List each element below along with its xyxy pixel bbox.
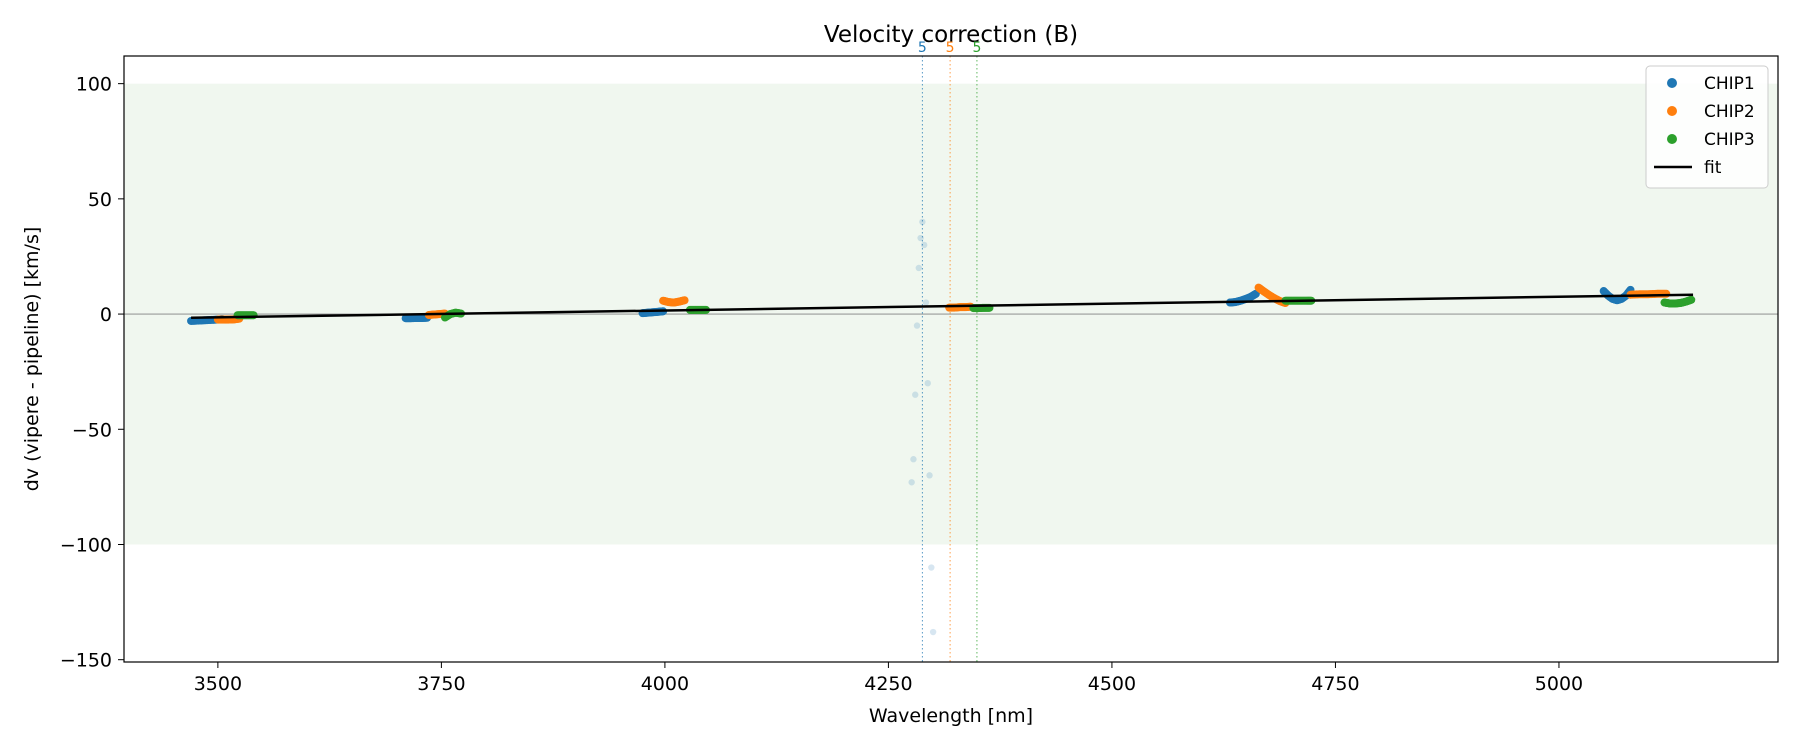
vline-label-2: 5 [972,40,981,56]
plot-area: 5 5 5 3500 3750 4000 4250 4500 4750 5000 −150 −100 −… [60,40,1779,695]
faint-point-chip1-4 [915,264,923,272]
faint-point-chip1-1 [910,456,917,463]
axes-frame [123,55,1779,663]
legend-label-chip3: CHIP3 [1704,130,1755,150]
vline-label-1: 5 [946,40,955,56]
data-point [1687,295,1696,304]
x-tick-label-5: 4750 [1311,673,1359,695]
y-axis-title: dv (vipere - pipeline) [km/s] [21,227,43,492]
x-tick-label-1: 3750 [417,673,465,695]
x-tick-label-4: 4500 [1088,673,1136,695]
vline-label-0: 5 [918,40,927,56]
y-tick-label-5: 100 [76,74,112,96]
faint-point-chip1-6 [919,218,926,226]
legend-marker-chip2 [1667,106,1677,116]
segment-chip1-1 [401,313,432,323]
y-tick-label-0: −150 [60,650,112,672]
legend-label-chip2: CHIP2 [1704,102,1755,122]
y-tick-label-1: −100 [60,534,112,556]
legend-box [1645,65,1769,189]
x-axis-title: Wavelength [nm] [869,705,1033,727]
fit-line [191,293,1694,320]
faint-point-chip1-11 [928,564,935,571]
y-tick-label-4: 50 [88,189,112,211]
legend: CHIP1 CHIP2 CHIP3 fit [1645,65,1769,189]
chart-title: Velocity correction (B) [824,22,1078,48]
faint-point-chip1-12 [929,628,937,636]
segment-chip2-2 [659,296,689,307]
faint-point-chip1-2 [912,391,919,398]
faint-point-chip1-8 [922,299,930,306]
x-tick-label-3: 4250 [864,673,912,695]
y-tick-label-2: −50 [72,419,112,441]
plot-content [124,56,1778,662]
legend-label-fit: fit [1704,158,1722,178]
x-tick-label-0: 3500 [194,673,242,695]
legend-marker-chip3 [1667,134,1677,144]
data-point [680,296,689,305]
segment-chip3-5 [1660,295,1696,308]
legend-label-chip1: CHIP1 [1704,74,1755,94]
faint-point-chip1-5 [917,234,924,242]
faint-point-chip1-3 [913,322,921,329]
faint-point-chip1-0 [908,479,915,486]
x-tick-label-6: 5000 [1535,673,1583,695]
y-tick-label-3: 0 [100,304,112,326]
faint-point-chip1-9 [924,379,931,387]
data-point [1662,289,1671,298]
legend-marker-chip1 [1667,78,1677,88]
faint-point-chip1-10 [926,472,933,479]
faint-point-chip1-7 [920,241,928,249]
x-tick-label-2: 4000 [641,673,689,695]
